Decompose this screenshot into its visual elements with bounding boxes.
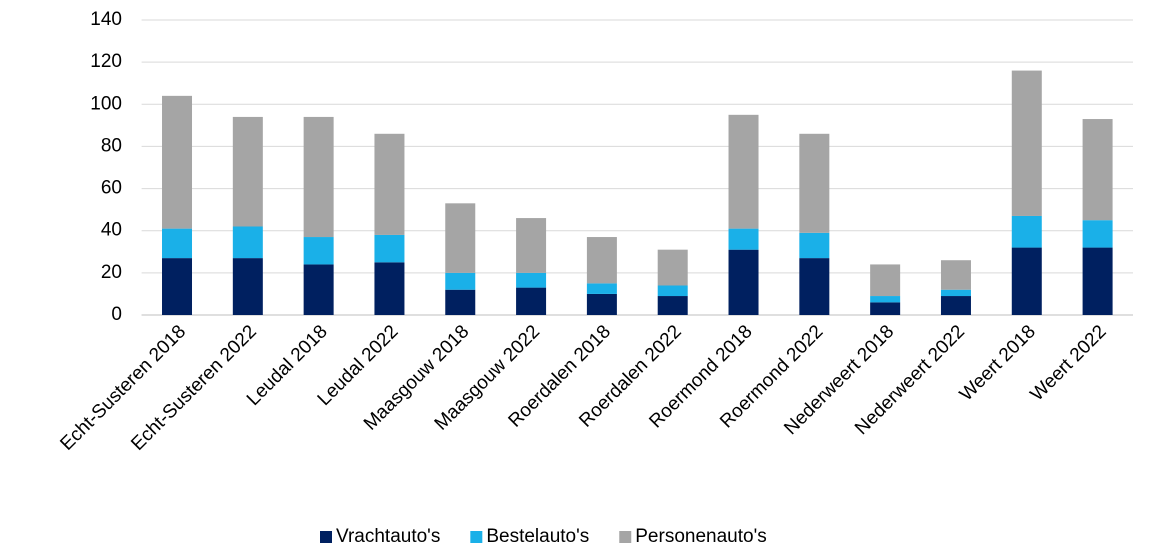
bar-segment	[728, 249, 759, 315]
bar-segment	[516, 218, 547, 273]
y-tick-label: 20	[101, 262, 122, 283]
bar-segment	[232, 226, 263, 259]
bar-segment	[940, 260, 971, 290]
bar-segment	[303, 237, 334, 265]
bar-segment	[162, 258, 193, 315]
bar-segment	[445, 203, 476, 273]
bar-segment	[303, 264, 334, 315]
bar-segment	[516, 272, 547, 288]
bar-segment	[870, 296, 901, 303]
bar-segment	[374, 262, 405, 315]
legend-label: Bestelauto's	[486, 526, 589, 547]
bar-segment	[516, 287, 547, 315]
bar-segment	[940, 289, 971, 297]
bar-segment	[799, 133, 830, 233]
bar-segment	[162, 95, 193, 229]
bar-segment	[657, 296, 688, 315]
bar-segment	[1082, 220, 1113, 248]
bar-segment	[657, 285, 688, 297]
bar-segment	[1011, 215, 1042, 248]
bar-segment	[940, 296, 971, 315]
bar-segment	[586, 293, 617, 315]
x-tick-label: Echt-Susteren 2018	[56, 321, 190, 455]
legend-label: Personenauto's	[635, 526, 766, 547]
x-tick-label: Weert 2022	[1027, 321, 1111, 405]
bar-segment	[1082, 247, 1113, 315]
y-tick-label: 120	[90, 51, 122, 72]
legend-swatch	[320, 531, 332, 543]
bar-segment	[1011, 247, 1042, 315]
legend-swatch	[619, 531, 632, 543]
legend-label: Vrachtauto's	[336, 526, 440, 547]
bar-segment	[586, 237, 617, 284]
bar-segment	[232, 116, 263, 227]
bar-segment	[1011, 70, 1042, 216]
y-tick-label: 100	[90, 93, 122, 114]
x-tick-label: Echt-Susteren 2022	[127, 321, 261, 455]
bar-segment	[870, 264, 901, 297]
bar-segment	[586, 283, 617, 294]
bar-segment	[657, 249, 688, 286]
bar-segment	[303, 116, 334, 238]
y-tick-label: 80	[101, 135, 122, 156]
bar-segment	[728, 114, 759, 229]
bar-segment	[162, 228, 193, 259]
bar-segment	[445, 289, 476, 315]
bar-segment	[445, 272, 476, 290]
bar-segment	[870, 302, 901, 315]
bar-segment	[1082, 119, 1113, 221]
bar-segment	[374, 234, 405, 263]
bar-segment	[728, 228, 759, 250]
y-tick-label: 0	[111, 304, 122, 325]
bar-segment	[799, 258, 830, 315]
legend-swatch	[470, 531, 483, 543]
bar-segment	[232, 258, 263, 315]
x-tick-label: Weert 2018	[956, 321, 1040, 405]
bar-segment	[799, 232, 830, 259]
y-tick-label: 140	[90, 9, 122, 30]
y-tick-label: 60	[101, 178, 122, 199]
bar-segment	[374, 133, 405, 235]
y-tick-label: 40	[101, 220, 122, 241]
